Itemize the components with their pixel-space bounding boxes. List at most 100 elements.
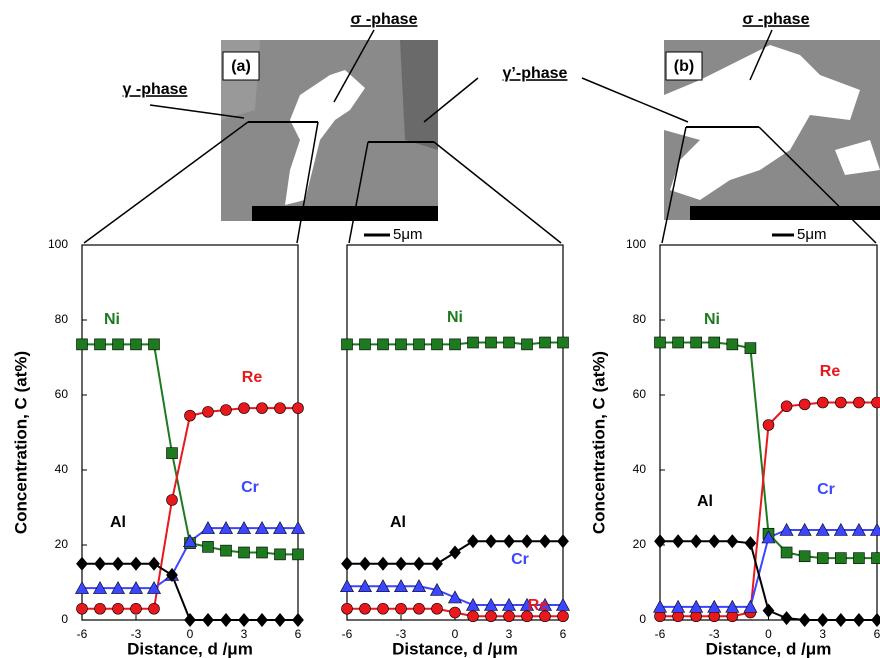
marker <box>203 541 214 552</box>
marker <box>817 553 828 564</box>
series-label: Al <box>697 493 713 510</box>
marker <box>853 614 864 627</box>
marker <box>468 611 479 622</box>
figure: (a) (b) σ -phase γ -phase γ’-phase σ -ph… <box>0 0 880 658</box>
y-tick-label: 40 <box>633 462 647 476</box>
marker <box>449 591 462 603</box>
marker <box>673 337 684 348</box>
marker <box>817 397 828 408</box>
scale-label: 5μm <box>797 226 826 243</box>
marker <box>275 614 286 627</box>
series-line <box>660 343 877 559</box>
marker <box>763 604 774 617</box>
marker <box>77 557 88 570</box>
marker <box>655 337 666 348</box>
marker <box>522 535 533 548</box>
marker <box>781 401 792 412</box>
marker <box>486 535 497 548</box>
x-tick-label: -6 <box>655 627 666 641</box>
marker <box>221 545 232 556</box>
marker <box>342 603 353 614</box>
panel-label: (b) <box>674 58 694 75</box>
marker <box>378 603 389 614</box>
x-tick-label: 6 <box>295 627 302 641</box>
grain <box>400 40 438 150</box>
phase-label: γ’-phase <box>503 65 568 82</box>
marker <box>113 557 124 570</box>
marker <box>342 557 353 570</box>
marker <box>257 614 268 627</box>
marker <box>558 611 569 622</box>
marker <box>540 535 551 548</box>
marker <box>293 403 304 414</box>
connector <box>434 142 561 243</box>
marker <box>799 614 810 627</box>
y-tick-label: 20 <box>55 537 69 551</box>
series-label: Re <box>820 363 841 380</box>
marker <box>872 553 880 564</box>
marker <box>817 614 828 627</box>
series-label: Ni <box>104 311 120 328</box>
micrograph-a: (a) <box>221 40 438 221</box>
series-line <box>660 403 877 617</box>
marker <box>185 614 196 627</box>
x-axis-label: Distance, d /μm <box>127 639 253 658</box>
marker <box>396 339 407 350</box>
marker <box>691 535 702 548</box>
micrograph-b: (b) <box>664 40 880 220</box>
marker <box>432 603 443 614</box>
marker <box>257 547 268 558</box>
marker <box>745 343 756 354</box>
x-tick-label: -6 <box>77 627 88 641</box>
y-tick-label: 20 <box>633 537 647 551</box>
marker <box>95 339 106 350</box>
marker <box>221 614 232 627</box>
y-axis-label: Concentration, C (at%) <box>11 351 30 534</box>
marker <box>378 557 389 570</box>
series-label: Al <box>390 514 406 531</box>
series-label: Re <box>528 597 549 614</box>
marker <box>709 337 720 348</box>
marker <box>450 546 461 559</box>
series-label: Al <box>110 514 126 531</box>
y-tick-label: 80 <box>55 312 69 326</box>
marker <box>396 557 407 570</box>
marker <box>149 557 160 570</box>
series-label: Cr <box>241 479 259 496</box>
phase-label: γ -phase <box>123 81 188 98</box>
marker <box>203 406 214 417</box>
marker <box>853 397 864 408</box>
marker <box>727 339 738 350</box>
marker <box>342 339 353 350</box>
x-axis-label: Distance, d /μm <box>392 639 518 658</box>
x-tick-label: 6 <box>874 627 880 641</box>
marker <box>799 551 810 562</box>
scale-label: 5μm <box>393 226 422 243</box>
x-tick-label: 6 <box>560 627 567 641</box>
series-label: Re <box>242 369 263 386</box>
marker <box>522 339 533 350</box>
marker <box>77 339 88 350</box>
marker <box>655 535 666 548</box>
marker <box>239 614 250 627</box>
marker <box>275 403 286 414</box>
marker <box>293 614 304 627</box>
marker <box>486 611 497 622</box>
marker <box>853 553 864 564</box>
y-tick-label: 60 <box>55 387 69 401</box>
marker <box>450 339 461 350</box>
marker <box>727 535 738 548</box>
x-axis-label: Distance, d /μm <box>706 639 832 658</box>
marker <box>131 603 142 614</box>
databar <box>252 206 438 221</box>
y-tick-label: 80 <box>633 312 647 326</box>
marker <box>691 337 702 348</box>
marker <box>360 339 371 350</box>
y-tick-label: 100 <box>626 237 646 251</box>
marker <box>167 448 178 459</box>
marker <box>835 397 846 408</box>
phase-label: σ -phase <box>743 11 810 28</box>
marker <box>781 612 792 625</box>
marker <box>745 537 756 550</box>
marker <box>221 405 232 416</box>
